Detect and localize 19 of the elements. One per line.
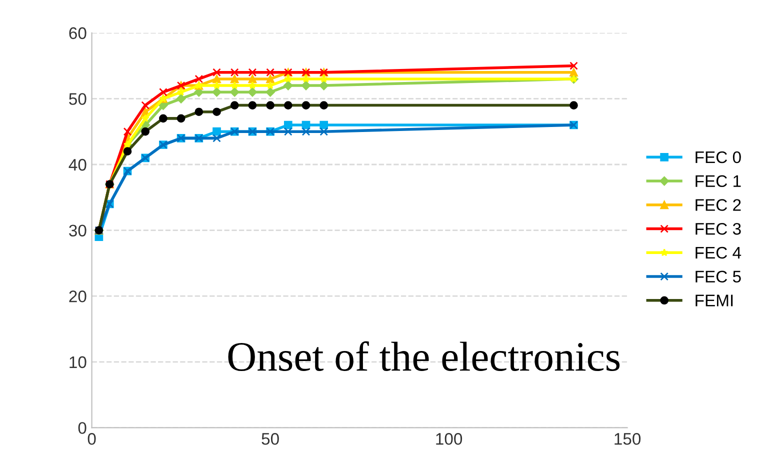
- x-tick-label: 50: [262, 433, 279, 445]
- legend-label: FEC 1: [696, 175, 741, 188]
- legend-label: FEC 0: [696, 151, 741, 164]
- legend-label: FEC 4: [696, 246, 742, 259]
- x-tick-label: 100: [436, 433, 462, 445]
- x-tick-label: 0: [88, 433, 96, 445]
- legend-label: FEC 2: [696, 199, 741, 211]
- y-tick-label: 60: [69, 27, 86, 40]
- y-tick-label: 20: [69, 290, 86, 302]
- annotation: Onset of the electronics: [228, 341, 620, 372]
- y-tick-label: 40: [68, 158, 86, 171]
- y-tick-label: 50: [69, 93, 86, 105]
- legend-label: FEC 3: [696, 222, 741, 235]
- x-tick-label: 150: [614, 433, 641, 445]
- y-tick-label: 0: [78, 422, 86, 434]
- y-tick-label: 30: [69, 224, 86, 237]
- legend-label: FEMI: [696, 294, 733, 306]
- legend-label: FEC 5: [696, 270, 741, 283]
- y-tick-label: 10: [70, 356, 86, 368]
